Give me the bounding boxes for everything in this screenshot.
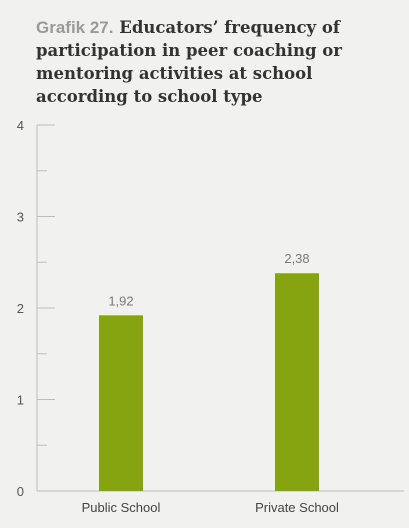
chart-title: Grafik 27. Educators’ frequency of parti…	[36, 16, 401, 108]
y-tick-label: 0	[17, 484, 24, 499]
chart-axes: 0 1 2 3 4	[17, 118, 404, 499]
bar-value-label: 1,92	[108, 293, 133, 308]
bar-value-label: 2,38	[284, 251, 309, 266]
bar	[275, 273, 319, 491]
y-tick-label: 4	[17, 118, 24, 133]
y-tick-label: 3	[17, 210, 24, 225]
chart-title-text: Educators’ frequency of participation in…	[36, 18, 342, 106]
chart-bars	[99, 273, 319, 491]
y-tick-label: 1	[17, 393, 24, 408]
y-tick-label: 2	[17, 301, 24, 316]
chart-title-prefix: Grafik 27.	[36, 18, 114, 37]
chart-labels: 1,92 Public School 2,38 Private School	[82, 251, 339, 515]
x-category-label: Private School	[255, 500, 339, 515]
bar	[99, 315, 143, 491]
x-category-label: Public School	[82, 500, 161, 515]
